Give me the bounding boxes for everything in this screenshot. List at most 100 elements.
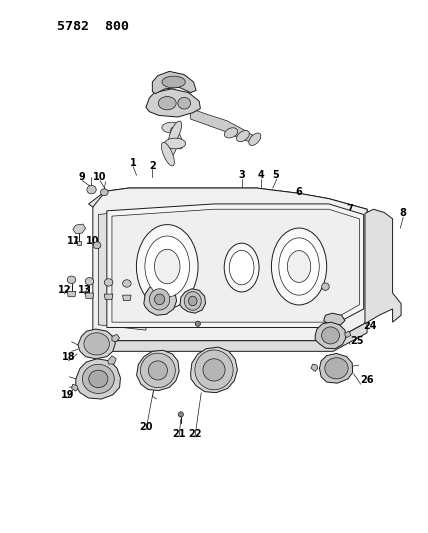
Ellipse shape [140, 353, 175, 387]
Ellipse shape [164, 138, 186, 149]
Text: 10: 10 [86, 236, 100, 246]
Ellipse shape [155, 249, 180, 284]
Polygon shape [122, 295, 131, 301]
Ellipse shape [279, 238, 319, 295]
Polygon shape [315, 322, 346, 349]
Polygon shape [93, 188, 367, 341]
Text: 3: 3 [238, 171, 245, 180]
Text: 8: 8 [400, 208, 407, 219]
Ellipse shape [162, 76, 185, 88]
Text: 16: 16 [139, 317, 153, 327]
Ellipse shape [237, 131, 249, 142]
Text: 17: 17 [185, 314, 199, 325]
Polygon shape [76, 359, 120, 399]
Text: 12: 12 [58, 285, 71, 295]
Polygon shape [180, 289, 205, 313]
Polygon shape [319, 353, 353, 383]
Ellipse shape [321, 327, 339, 344]
Ellipse shape [122, 280, 131, 287]
Ellipse shape [195, 321, 200, 326]
Polygon shape [98, 209, 146, 330]
Text: 18: 18 [62, 352, 75, 361]
Ellipse shape [229, 251, 254, 285]
Polygon shape [345, 331, 351, 337]
Text: 9: 9 [79, 172, 86, 182]
Text: 2: 2 [149, 161, 156, 171]
Polygon shape [93, 322, 367, 351]
Ellipse shape [321, 283, 329, 290]
Text: 11: 11 [67, 236, 80, 246]
Ellipse shape [162, 122, 181, 133]
Text: 4: 4 [257, 171, 264, 180]
Text: 21: 21 [172, 429, 186, 439]
Ellipse shape [178, 98, 190, 109]
Ellipse shape [67, 276, 76, 284]
Ellipse shape [145, 236, 190, 297]
Ellipse shape [170, 127, 183, 149]
Polygon shape [144, 284, 177, 316]
Ellipse shape [224, 243, 259, 292]
Ellipse shape [184, 292, 201, 310]
Polygon shape [73, 224, 86, 233]
Ellipse shape [166, 138, 178, 159]
Text: 5782  800: 5782 800 [56, 20, 129, 33]
Ellipse shape [85, 278, 94, 285]
Polygon shape [112, 334, 119, 342]
Text: 10: 10 [92, 172, 106, 182]
Text: 7: 7 [347, 204, 354, 214]
Polygon shape [108, 356, 116, 364]
Text: 15: 15 [120, 285, 134, 295]
Ellipse shape [101, 189, 108, 196]
Text: 26: 26 [361, 375, 374, 385]
Text: 23: 23 [344, 284, 357, 294]
Ellipse shape [149, 361, 167, 380]
Ellipse shape [93, 242, 101, 249]
Polygon shape [152, 71, 196, 94]
Text: 13: 13 [77, 285, 91, 295]
Ellipse shape [155, 294, 165, 305]
Ellipse shape [188, 296, 197, 306]
Ellipse shape [89, 370, 108, 387]
Ellipse shape [158, 96, 176, 110]
Polygon shape [89, 188, 367, 215]
Text: 20: 20 [139, 422, 153, 432]
Polygon shape [311, 364, 318, 372]
Ellipse shape [203, 359, 225, 381]
Ellipse shape [137, 224, 198, 309]
Ellipse shape [83, 365, 114, 393]
Text: 6: 6 [296, 187, 303, 197]
Ellipse shape [287, 251, 311, 282]
Ellipse shape [149, 289, 170, 310]
Text: 24: 24 [363, 321, 376, 331]
Text: 22: 22 [188, 429, 202, 439]
Polygon shape [78, 329, 116, 359]
Polygon shape [324, 313, 345, 326]
Polygon shape [365, 209, 401, 324]
Ellipse shape [249, 133, 261, 146]
Polygon shape [85, 293, 94, 298]
Polygon shape [112, 209, 360, 322]
Ellipse shape [87, 185, 96, 194]
Polygon shape [146, 89, 200, 117]
Ellipse shape [84, 333, 110, 355]
Ellipse shape [161, 142, 174, 166]
Text: 1: 1 [130, 158, 137, 168]
Ellipse shape [271, 228, 327, 305]
Ellipse shape [104, 279, 113, 286]
Polygon shape [190, 347, 238, 393]
Polygon shape [104, 294, 113, 300]
Ellipse shape [169, 121, 181, 144]
Text: 14: 14 [100, 285, 113, 295]
Polygon shape [137, 350, 179, 391]
Polygon shape [107, 204, 364, 327]
Ellipse shape [178, 412, 183, 417]
Polygon shape [190, 109, 252, 142]
Ellipse shape [224, 128, 238, 138]
Ellipse shape [325, 358, 348, 379]
Polygon shape [71, 384, 78, 391]
Ellipse shape [195, 350, 233, 390]
Polygon shape [67, 292, 76, 297]
Polygon shape [77, 241, 81, 245]
Text: 25: 25 [350, 336, 363, 346]
Text: 19: 19 [60, 390, 74, 400]
